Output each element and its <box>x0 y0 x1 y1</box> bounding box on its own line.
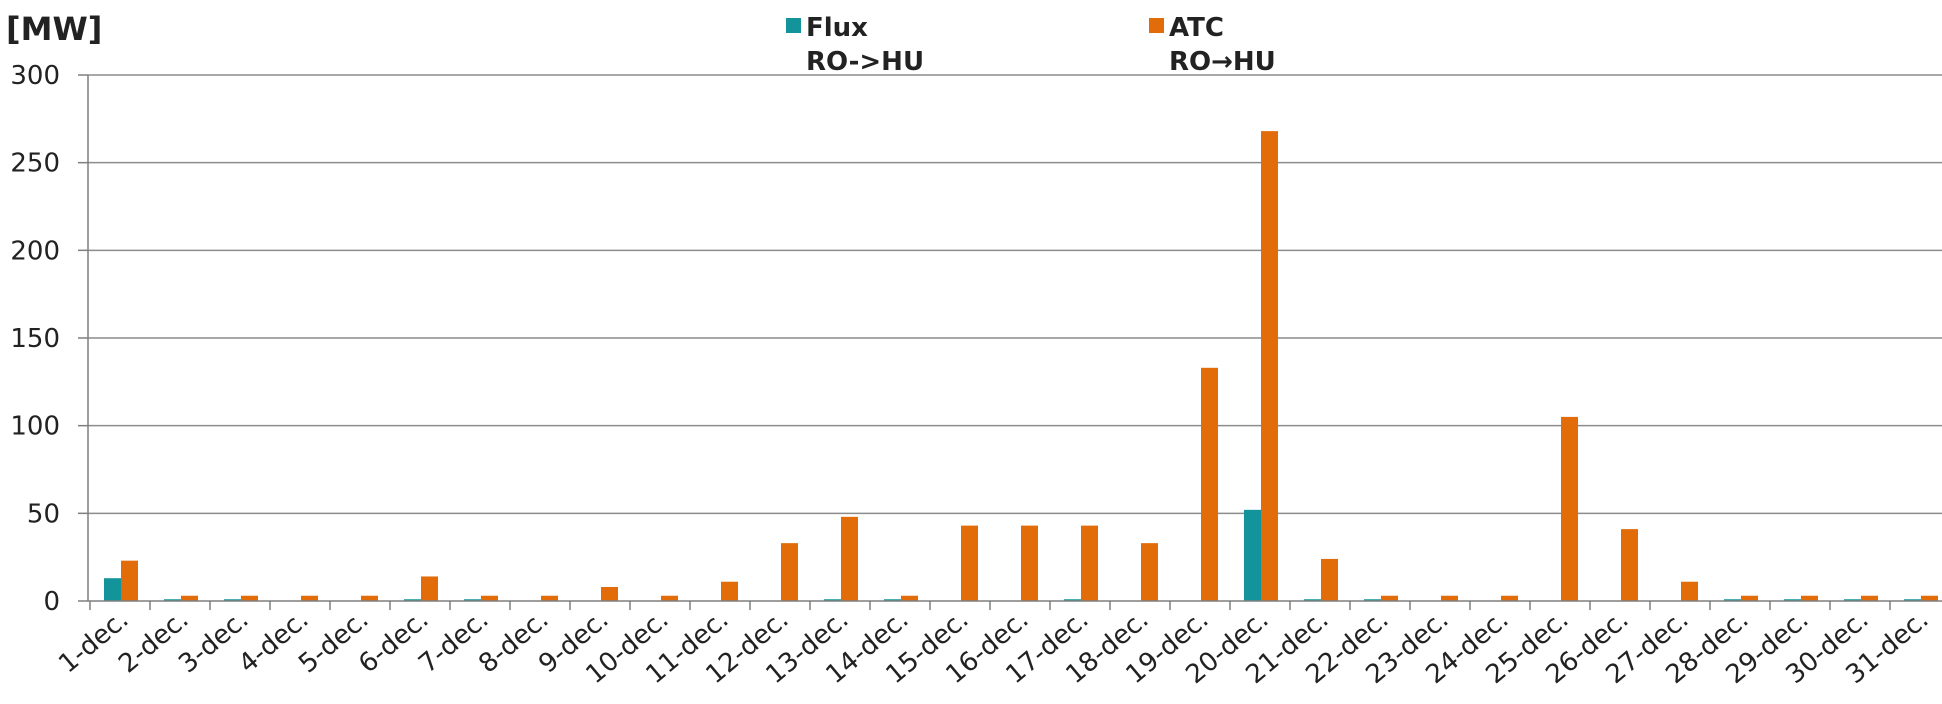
bar-atc <box>1261 131 1278 601</box>
bar-atc <box>781 543 798 601</box>
bar-atc <box>1201 367 1218 601</box>
bar-atc <box>1621 529 1638 601</box>
x-axis <box>88 600 1942 610</box>
bar-atc <box>961 525 978 601</box>
bar-flux <box>1304 599 1321 601</box>
bar-atc <box>1561 416 1578 601</box>
bar-atc <box>1741 595 1758 601</box>
bar-atc <box>661 595 678 601</box>
bar-flux <box>1064 599 1081 601</box>
y-tick-label: 250 <box>10 149 60 179</box>
bar-atc <box>121 560 138 601</box>
bar-flux <box>404 599 421 601</box>
gridlines <box>88 74 1942 515</box>
bar-atc <box>1441 595 1458 601</box>
bar-atc <box>241 595 258 601</box>
bar-flux <box>824 599 841 601</box>
y-tick-label: 200 <box>10 236 60 266</box>
legend-label-flux: Flux <box>806 13 868 43</box>
bar-atc <box>361 595 378 601</box>
legend-swatch-atc <box>1149 18 1164 33</box>
bar-atc <box>1321 558 1338 601</box>
bar-atc <box>181 595 198 601</box>
bar-atc <box>841 516 858 601</box>
bar-atc <box>1501 595 1518 601</box>
bar-atc <box>541 595 558 601</box>
legend-label-atc: ATC <box>1169 13 1224 43</box>
y-tick-label: 300 <box>10 61 60 91</box>
bar-flux <box>464 599 481 601</box>
bar-atc <box>1801 595 1818 601</box>
x-axis-labels: 1-dec.2-dec.3-dec.4-dec.5-dec.6-dec.7-de… <box>53 604 1934 690</box>
bar-flux <box>224 599 241 601</box>
bar-atc <box>1681 581 1698 601</box>
bar-atc <box>1921 595 1938 601</box>
bar-atc <box>1021 525 1038 601</box>
bar-atc <box>421 576 438 601</box>
y-tick-label: 50 <box>27 499 60 529</box>
legend: Flux RO->HU ATC RO→HU <box>786 13 1276 77</box>
bar-atc <box>1141 543 1158 601</box>
bar-flux <box>1724 599 1741 601</box>
bar-atc <box>301 595 318 601</box>
y-tick-label: 0 <box>43 587 60 617</box>
bar-flux <box>1904 599 1921 601</box>
bar-flux <box>1244 509 1261 601</box>
bar-atc <box>481 595 498 601</box>
y-axis-unit-label: [MW] <box>6 10 102 48</box>
bar-flux <box>884 599 901 601</box>
y-axis-ticks: 0 50 100 150 200 250 300 <box>10 61 89 617</box>
bar-atc <box>601 586 618 601</box>
y-tick-label: 150 <box>10 324 60 354</box>
bar-atc <box>901 595 918 601</box>
bar-atc <box>1081 525 1098 601</box>
bar-flux <box>1364 599 1381 601</box>
bar-atc <box>721 581 738 601</box>
legend-swatch-flux <box>786 18 801 33</box>
bar-atc <box>1381 595 1398 601</box>
bar-flux <box>1844 599 1861 601</box>
bar-flux <box>104 578 121 601</box>
bar-atc <box>1861 595 1878 601</box>
bar-flux <box>164 599 181 601</box>
bars <box>104 131 1938 601</box>
bar-flux <box>1784 599 1801 601</box>
legend-label-atc-direction: RO→HU <box>1169 47 1276 77</box>
legend-label-flux-direction: RO->HU <box>806 47 924 77</box>
y-tick-label: 100 <box>10 412 60 442</box>
